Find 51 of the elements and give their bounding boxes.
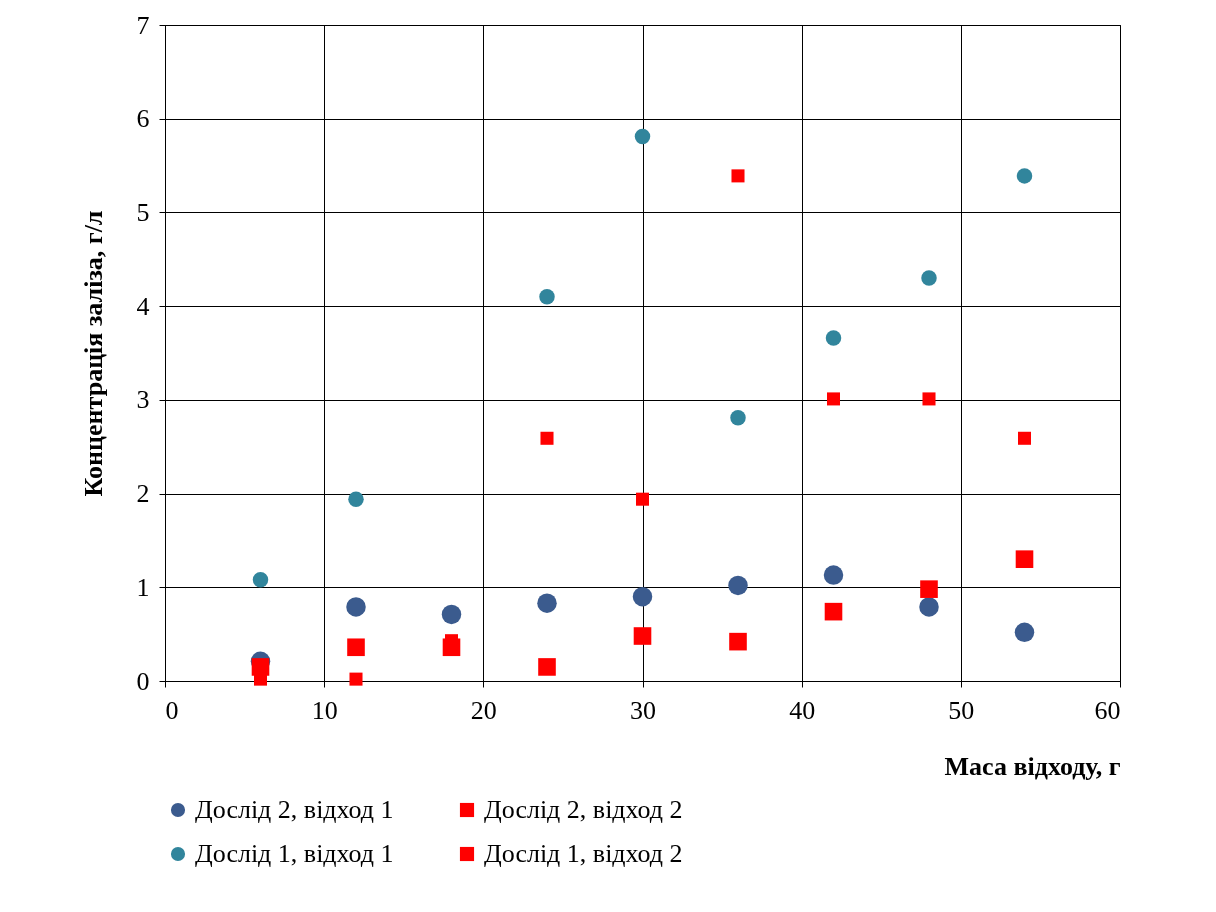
point bbox=[537, 593, 557, 613]
point bbox=[1016, 168, 1033, 184]
x-tick-label: 0 bbox=[165, 695, 179, 725]
point bbox=[920, 580, 938, 598]
point bbox=[252, 572, 269, 588]
point bbox=[823, 565, 844, 585]
point bbox=[922, 392, 936, 406]
legend-label: Дослід 1, відход 2 bbox=[484, 839, 683, 868]
y-tick-label: 4 bbox=[136, 291, 150, 321]
y-tick-label: 6 bbox=[136, 104, 150, 134]
point bbox=[1017, 431, 1032, 445]
x-axis-title: Маса відходу, г bbox=[944, 751, 1121, 781]
y-tick-label: 0 bbox=[136, 666, 150, 696]
point bbox=[346, 597, 366, 617]
point bbox=[539, 289, 555, 305]
point bbox=[824, 602, 843, 621]
x-tick-label: 50 bbox=[948, 695, 975, 725]
y-tick-label: 5 bbox=[136, 197, 150, 227]
y-tick-label: 1 bbox=[136, 572, 150, 602]
y-tick-label: 3 bbox=[136, 385, 150, 415]
legend-label: Дослід 2, відход 2 bbox=[484, 795, 683, 824]
point bbox=[731, 169, 745, 183]
point bbox=[919, 597, 939, 617]
point bbox=[538, 658, 556, 676]
point bbox=[921, 270, 937, 286]
y-tick-label: 2 bbox=[136, 479, 150, 509]
point bbox=[633, 627, 652, 645]
y-axis-title: Концентрація заліза, г/л bbox=[78, 210, 108, 497]
x-tick-label: 40 bbox=[789, 695, 816, 725]
point bbox=[347, 638, 365, 657]
x-tick-label: 20 bbox=[470, 695, 497, 725]
point bbox=[729, 632, 747, 651]
point bbox=[632, 586, 653, 607]
point bbox=[825, 330, 842, 346]
point bbox=[540, 431, 554, 445]
point bbox=[728, 575, 748, 596]
legend-label: Дослід 1, відход 1 bbox=[195, 839, 394, 868]
point bbox=[349, 672, 363, 686]
point bbox=[348, 491, 364, 507]
point bbox=[1015, 550, 1034, 568]
point bbox=[634, 128, 651, 145]
point bbox=[635, 492, 650, 506]
x-tick-label: 60 bbox=[1094, 695, 1121, 725]
point bbox=[1014, 622, 1035, 642]
x-tick-label: 30 bbox=[630, 695, 656, 725]
y-tick-label: 7 bbox=[136, 10, 150, 40]
x-tick-label: 10 bbox=[311, 695, 338, 725]
point bbox=[441, 604, 462, 625]
legend-label: Дослід 2, відход 1 bbox=[195, 795, 394, 824]
point bbox=[730, 409, 746, 426]
point bbox=[826, 392, 841, 406]
